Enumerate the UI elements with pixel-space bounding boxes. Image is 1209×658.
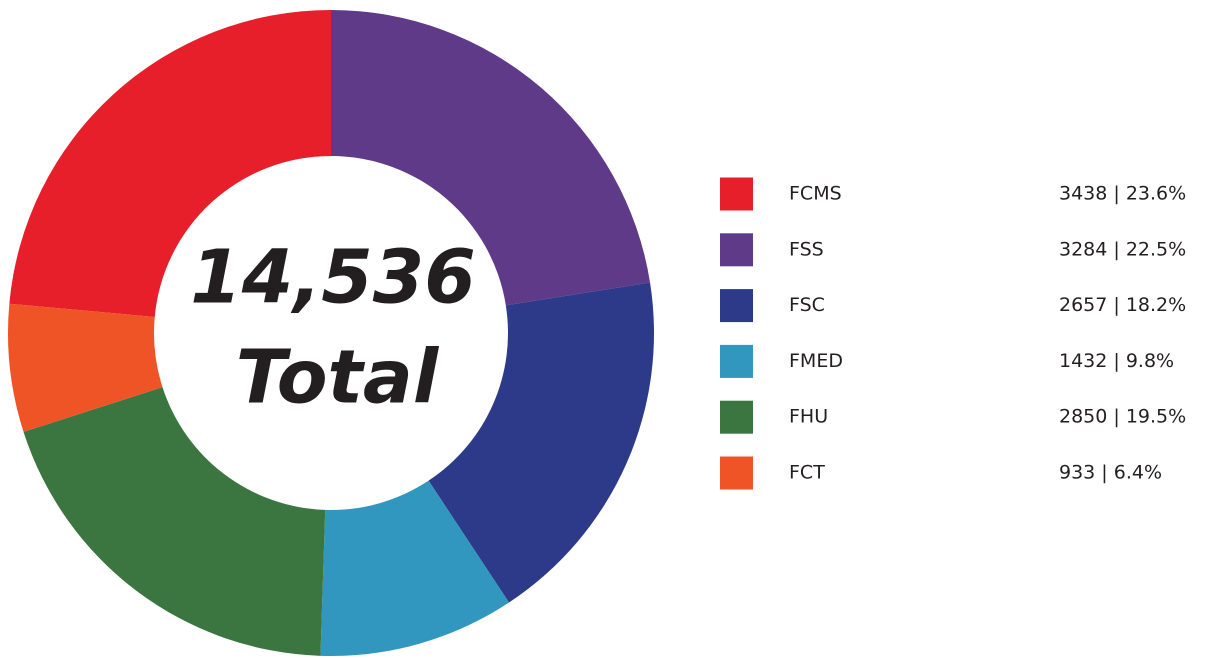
donut-slice (428, 282, 654, 603)
donut-slice (7, 303, 163, 432)
legend-swatch (720, 289, 753, 323)
donut-slice (23, 387, 326, 656)
legend-value: 3284 | 22.5% (1059, 238, 1186, 260)
legend-label: FHU (789, 406, 828, 428)
donut-slice (9, 10, 332, 317)
legend-label: FCT (789, 462, 825, 484)
legend-label: FCMS (789, 183, 842, 205)
legend-label: FSS (789, 238, 824, 260)
legend-swatch (720, 456, 753, 490)
center-caption: Total (236, 335, 440, 421)
legend-swatch (720, 177, 753, 211)
legend-swatch (720, 233, 753, 267)
center-total: 14,536 (190, 235, 476, 321)
legend-value: 1432 | 9.8% (1059, 350, 1174, 372)
donut-slice (320, 480, 510, 656)
donut-slice (331, 10, 651, 306)
legend-value: 2657 | 18.2% (1059, 294, 1186, 316)
legend-swatch (720, 400, 753, 434)
legend-value: 3438 | 23.6% (1059, 183, 1186, 205)
legend-value: 2850 | 19.5% (1059, 406, 1186, 428)
legend-value: 933 | 6.4% (1059, 462, 1162, 484)
legend-label: FSC (789, 294, 825, 316)
legend-swatch (720, 344, 753, 378)
legend-label: FMED (789, 350, 843, 372)
